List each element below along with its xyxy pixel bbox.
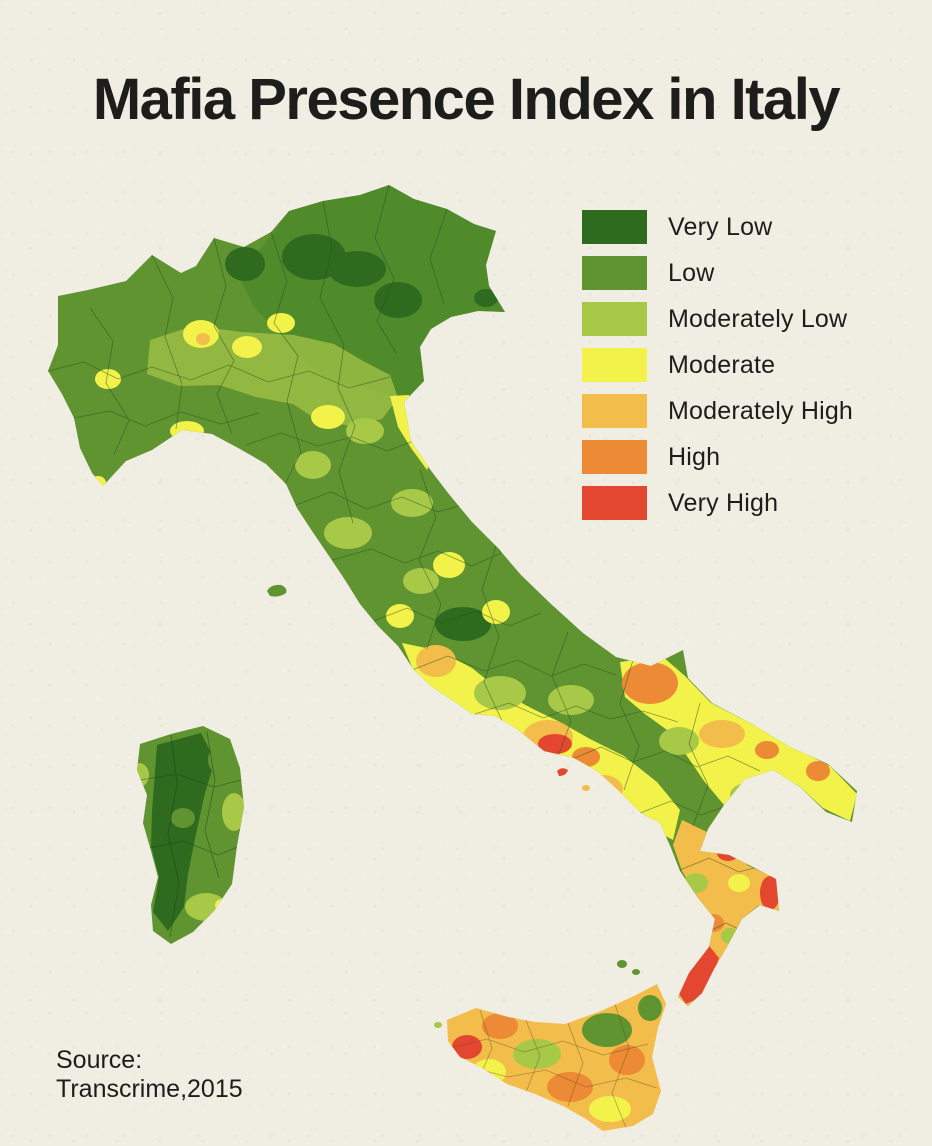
legend-swatch [582, 256, 647, 290]
legend-item-moderately-low: Moderately Low [582, 296, 912, 342]
legend-swatch [582, 440, 647, 474]
legend-label: Low [668, 258, 715, 287]
catania-high [609, 1045, 645, 1075]
legend-swatch [582, 302, 647, 336]
modLow-patch [721, 928, 739, 944]
veryLow-patch [225, 247, 265, 281]
legend-label: Moderately Low [668, 304, 848, 333]
veryLow-patch [474, 289, 498, 307]
moderate-patch [232, 336, 262, 358]
source-citation: Transcrime,2015 [56, 1075, 243, 1103]
high-patch [806, 761, 830, 781]
capri-island [582, 785, 590, 791]
moderate-patch [170, 421, 204, 441]
legend-label: Very High [668, 488, 779, 517]
low-patch [171, 808, 195, 828]
modLow-patch [295, 451, 331, 479]
modHigh-patch [699, 720, 745, 748]
naples-very-high [538, 734, 572, 754]
legend-swatch [582, 210, 647, 244]
aeolian-island [632, 969, 640, 975]
modLow-patch [730, 783, 766, 807]
moderate-patch [90, 476, 106, 490]
province-borders [139, 731, 242, 938]
moderate-patch [267, 313, 295, 333]
legend-item-low: Low [582, 250, 912, 296]
moderate-patch [482, 600, 510, 624]
legend-swatch [582, 486, 647, 520]
high-patch [547, 1072, 593, 1102]
modLow-patch [474, 676, 526, 710]
veryLow-patch [374, 282, 422, 318]
moderate-patch [215, 899, 229, 911]
legend-label: Moderately High [668, 396, 854, 425]
sardinia-very-low [151, 733, 215, 931]
modLow-patch [403, 568, 439, 594]
modLow-patch [185, 893, 227, 921]
modLow-patch [346, 418, 384, 444]
map-legend: Very Low Low Moderately Low Moderate Mod… [582, 204, 912, 526]
moderate-patch [433, 552, 465, 578]
low-patch [208, 747, 228, 773]
modLow-patch [137, 763, 149, 787]
egadi-island [434, 1022, 442, 1028]
legend-label: Very Low [668, 212, 773, 241]
po-valley-mod-low [147, 326, 398, 426]
modLow-patch [659, 727, 699, 755]
veryLow-patch [497, 536, 517, 554]
low-patch [638, 995, 662, 1021]
legend-item-moderate: Moderate [582, 342, 912, 388]
legend-item-very-low: Very Low [582, 204, 912, 250]
province-borders [48, 185, 770, 937]
veryHigh-patch [452, 1035, 482, 1059]
modLow-patch [391, 489, 433, 517]
modHigh-patch [196, 333, 210, 345]
moderate-patch [386, 604, 414, 628]
moderate-patch [589, 1096, 631, 1122]
moderate-patch [95, 369, 121, 389]
legend-item-moderately-high: Moderately High [582, 388, 912, 434]
legend-item-high: High [582, 434, 912, 480]
veryHigh-patch [717, 845, 739, 861]
calabria-mod-high [673, 820, 779, 1006]
legend-item-very-high: Very High [582, 480, 912, 526]
modLow-patch [324, 517, 372, 549]
veryLow-patch [328, 251, 386, 287]
moderate-patch [277, 505, 299, 523]
veryHigh-patch [760, 876, 780, 910]
elba-island [267, 584, 287, 597]
foggia-high [622, 662, 678, 704]
ischia-island [557, 768, 568, 776]
legend-swatch [582, 348, 647, 382]
high-patch [755, 741, 779, 759]
moderate-patch [311, 405, 345, 429]
legend-label: High [668, 442, 721, 471]
source-note: Source: Transcrime,2015 [56, 1046, 243, 1104]
source-label: Source: [56, 1046, 143, 1074]
legend-swatch [582, 394, 647, 428]
legend-label: Moderate [668, 350, 776, 379]
reggio-calabria-very-high [679, 942, 719, 1004]
modLow-patch [222, 793, 244, 831]
palermo-high [482, 1013, 518, 1039]
modLow-patch [684, 873, 708, 893]
low-patch [582, 1013, 632, 1047]
modLow-patch [548, 685, 594, 715]
aeolian-island [617, 960, 627, 968]
map-title: Mafia Presence Index in Italy [92, 67, 841, 132]
moderate-patch [728, 874, 750, 892]
modLow-patch [513, 1039, 561, 1069]
veryLow-patch [435, 607, 491, 641]
